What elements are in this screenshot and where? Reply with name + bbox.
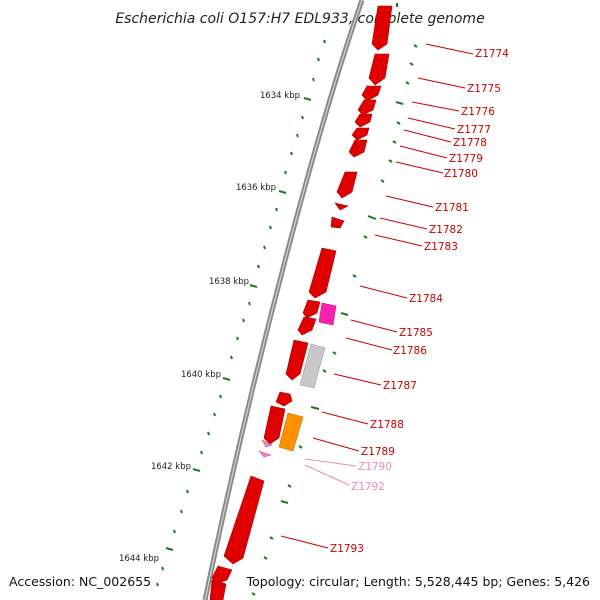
gene-z1788a[interactable] bbox=[275, 391, 293, 407]
inner-ruler bbox=[156, 39, 326, 587]
gene-z1785[interactable] bbox=[318, 302, 337, 326]
gene-label-z1790[interactable]: Z1790 bbox=[358, 461, 392, 473]
topology-label: Topology: circular; Length: 5,528,445 bp… bbox=[246, 574, 590, 589]
gene-z1793[interactable] bbox=[223, 475, 265, 565]
gene-z1779[interactable] bbox=[351, 127, 370, 141]
gene-z1789[interactable] bbox=[278, 412, 304, 452]
genome-backbone bbox=[202, 0, 365, 600]
gene-label-z1781[interactable]: Z1781 bbox=[435, 202, 469, 214]
gene-label-z1776[interactable]: Z1776 bbox=[461, 106, 495, 118]
gene-label-z1779[interactable]: Z1779 bbox=[449, 153, 483, 165]
gene-z1787[interactable] bbox=[299, 343, 326, 389]
gene-z1776[interactable] bbox=[361, 85, 382, 102]
gene-label-z1792[interactable]: Z1792 bbox=[351, 481, 385, 493]
gene-label-z1782[interactable]: Z1782 bbox=[429, 224, 463, 236]
gene-z1786[interactable] bbox=[297, 316, 317, 336]
gene-z1784[interactable] bbox=[308, 247, 337, 299]
gene-label-z1788[interactable]: Z1788 bbox=[370, 419, 404, 431]
gene-z1778[interactable] bbox=[354, 113, 373, 128]
map-title: Escherichia coli O157:H7 EDL933, complet… bbox=[115, 11, 484, 27]
accession-label: Accession: NC_002655 bbox=[9, 574, 151, 589]
gene-z1775[interactable] bbox=[368, 53, 390, 86]
gene-z1787a[interactable] bbox=[285, 339, 309, 381]
gene-label-z1789[interactable]: Z1789 bbox=[361, 446, 395, 458]
gene-label-z1786[interactable]: Z1786 bbox=[393, 345, 427, 357]
gene-z1783[interactable] bbox=[330, 216, 345, 229]
genome-backbone-highlight bbox=[204, 0, 363, 600]
gene-z1782[interactable] bbox=[334, 202, 349, 211]
gene-z1794[interactable] bbox=[211, 565, 233, 585]
gene-label-z1777[interactable]: Z1777 bbox=[457, 124, 491, 136]
gene-z1790[interactable] bbox=[261, 439, 273, 448]
tick-label-1636kbp: 1636 kbp bbox=[236, 183, 276, 193]
gene-label-z1793[interactable]: Z1793 bbox=[330, 543, 364, 555]
gene-z1788[interactable] bbox=[263, 405, 286, 445]
tick-label-1642kbp: 1642 kbp bbox=[151, 462, 191, 472]
gene-z1795[interactable] bbox=[209, 579, 227, 600]
tick-label-1638kbp: 1638 kbp bbox=[209, 277, 249, 287]
label-leader-lines bbox=[280, 43, 474, 549]
outer-ruler bbox=[251, 3, 418, 596]
gene-z1781[interactable] bbox=[336, 171, 358, 199]
gene-z1780[interactable] bbox=[348, 139, 368, 158]
gene-z1774[interactable] bbox=[371, 5, 393, 51]
gene-z1785a[interactable] bbox=[302, 299, 321, 319]
gene-label-z1778[interactable]: Z1778 bbox=[453, 137, 487, 149]
gene-z1777[interactable] bbox=[357, 99, 377, 116]
gene-z1792[interactable] bbox=[258, 450, 273, 458]
gene-label-z1774[interactable]: Z1774 bbox=[475, 48, 509, 60]
gene-label-z1783[interactable]: Z1783 bbox=[424, 241, 458, 253]
tick-label-1640kbp: 1640 kbp bbox=[181, 370, 221, 380]
tick-label-1644kbp: 1644 kbp bbox=[119, 554, 159, 564]
gene-label-z1780[interactable]: Z1780 bbox=[444, 168, 478, 180]
gene-label-z1787[interactable]: Z1787 bbox=[383, 380, 417, 392]
gene-label-z1784[interactable]: Z1784 bbox=[409, 293, 443, 305]
gene-features bbox=[209, 5, 393, 600]
gene-label-z1775[interactable]: Z1775 bbox=[467, 83, 501, 95]
gene-label-z1785[interactable]: Z1785 bbox=[399, 327, 433, 339]
tick-label-1634kbp: 1634 kbp bbox=[260, 91, 300, 101]
